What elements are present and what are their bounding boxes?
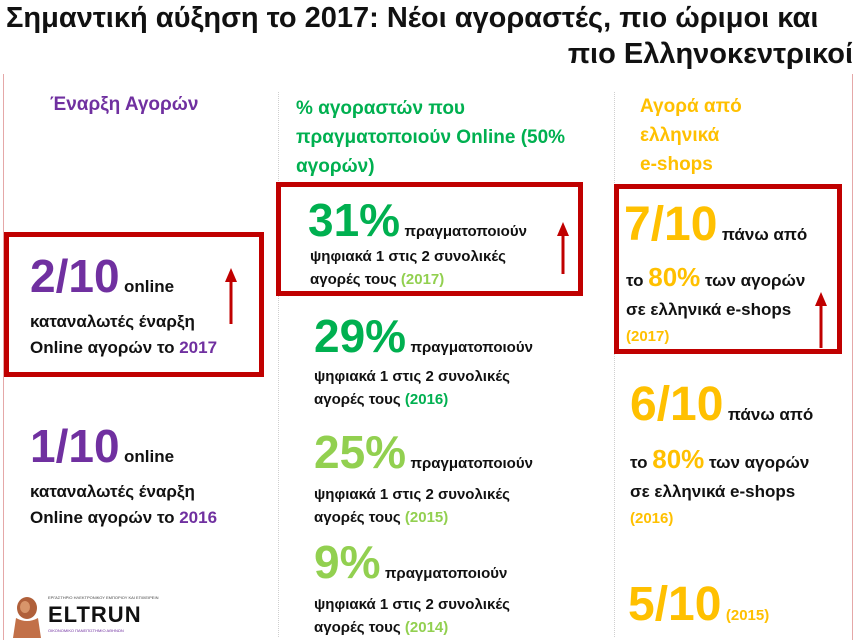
col3-pct-2017: 80% (648, 262, 701, 292)
col2-item-2014: 9% πραγματοποιούν (314, 538, 507, 586)
col2-text-2017: ψηφιακά 1 στις 2 συνολικές (310, 248, 506, 265)
highlight-box-2017-greek (614, 184, 842, 354)
title-line-2: πιο Ελληνοκεντρικοί (567, 38, 853, 70)
col1-item-2017: 2/10 online (30, 252, 174, 300)
col2-item-2015: 25% πραγματοποιούν (314, 428, 533, 476)
col2-word-2014: πραγματοποιούν (384, 565, 508, 582)
col3-item-2015: 5/10 (2015) (628, 580, 769, 630)
highlight-box-2017-start (4, 232, 264, 377)
col2-year-2014: (2014) (404, 619, 449, 636)
col3-value-2015: 5/10 (628, 578, 722, 631)
col2-text-2015: ψηφιακά 1 στις 2 συνολικές (314, 486, 510, 503)
col3-text2-2017: σε ελληνικά e-shops (626, 300, 792, 319)
up-arrow-icon (225, 268, 237, 324)
col3-text-2017: το 80% των αγορών (626, 262, 806, 292)
col3-word-2017: πάνω από (721, 225, 808, 244)
col2-word-2017: πραγματοποιούν (404, 223, 527, 240)
col2-text-2016: ψηφιακά 1 στις 2 συνολικές (314, 368, 510, 385)
col2-item-2016: 29% πραγματοποιούν (314, 312, 533, 360)
col3-header-line3: e-shops (640, 154, 713, 175)
col3-item-2016: 6/10 πάνω από (630, 380, 813, 430)
col1-text-2017: καταναλωτές έναρξη (30, 312, 195, 331)
col2-year-2016: (2016) (404, 391, 449, 408)
col2-text-2014: ψηφιακά 1 στις 2 συνολικές (314, 596, 510, 613)
col1-word-2017: online (123, 277, 175, 296)
col1-year-2016: 2016 (179, 508, 218, 527)
col2-value-2015: 25% (314, 426, 407, 478)
column-divider-2 (614, 92, 615, 637)
column-divider-1 (278, 92, 279, 637)
col3-value-2016: 6/10 (630, 378, 724, 431)
col2-item-2017: 31% πραγματοποιούν (308, 196, 527, 244)
col2-header-line1: % αγοραστών που (296, 98, 465, 119)
col3-header-line1: Αγορά από (640, 96, 742, 117)
col3-value-2017: 7/10 (624, 198, 718, 251)
slide-title: Σημαντική αύξηση το 2017: Νέοι αγοραστές… (0, 0, 855, 80)
col1-value-2016: 1/10 (30, 420, 120, 472)
col1-text2-2016: Online αγορών το 2016 (30, 508, 218, 527)
col1-header: Έναρξη Αγορών (50, 94, 199, 115)
col2-value-2017: 31% (308, 194, 401, 246)
bust-logo-icon (13, 597, 41, 638)
col2-year-2017: (2017) (400, 271, 445, 288)
col2-text2-2016: αγορές τους (2016) (314, 391, 449, 408)
col2-text2-2017: αγορές τους (2017) (310, 271, 445, 288)
up-arrow-icon (557, 222, 569, 274)
col1-year-2017: 2017 (179, 338, 218, 357)
col2-word-2015: πραγματοποιούν (410, 455, 533, 472)
title-line-1: Σημαντική αύξηση το 2017: Νέοι αγοραστές… (6, 2, 819, 34)
col2-word-2016: πραγματοποιούν (410, 339, 533, 356)
col2-value-2014: 9% (314, 536, 381, 588)
col2-header-line2: πραγματοποιούν Online (50% (296, 127, 566, 148)
col2-text2-2014: αγορές τους (2014) (314, 619, 449, 636)
col3-text2-2016: σε ελληνικά e-shops (630, 482, 796, 501)
col3-word-2016: πάνω από (727, 405, 814, 424)
highlight-box-2017-online (276, 182, 583, 296)
col2-header-line3: αγορών) (296, 156, 375, 177)
col3-item-2017: 7/10 πάνω από (624, 200, 807, 250)
col2-text2-2015: αγορές τους (2015) (314, 509, 449, 526)
col3-year-2015: (2015) (725, 607, 770, 624)
col1-item-2016: 1/10 online (30, 422, 174, 470)
col3-text-2016: το 80% των αγορών (630, 444, 810, 474)
col2-value-2016: 29% (314, 310, 407, 362)
logo-sub-text: ΟΙΚΟΝΟΜΙΚΟ ΠΑΝΕΠΙΣΤΗΜΙΟ ΑΘΗΝΩΝ (48, 628, 124, 633)
col3-pct-2016: 80% (652, 444, 705, 474)
col1-text2-2017: Online αγορών το 2017 (30, 338, 218, 357)
col1-value-2017: 2/10 (30, 250, 120, 302)
col2-year-2015: (2015) (404, 509, 449, 526)
up-arrow-icon (815, 292, 827, 348)
logo-name: ELTRUN (48, 602, 142, 627)
col3-year-2017: (2017) (626, 328, 670, 345)
logo-top-text: ΕΡΓΑΣΤΗΡΙΟ ΗΛΕΚΤΡΟΝΙΚΟΥ ΕΜΠΟΡΙΟΥ ΚΑΙ ΕΠΙ… (48, 595, 159, 600)
col3-year-2016: (2016) (630, 510, 674, 527)
col3-header-line2: ελληνικά (640, 125, 720, 146)
content-frame (3, 74, 853, 640)
col1-text-2016: καταναλωτές έναρξη (30, 482, 195, 501)
col1-word-2016: online (123, 447, 175, 466)
eltrun-logo: ΕΡΓΑΣΤΗΡΙΟ ΗΛΕΚΤΡΟΝΙΚΟΥ ΕΜΠΟΡΙΟΥ ΚΑΙ ΕΠΙ… (10, 594, 158, 640)
